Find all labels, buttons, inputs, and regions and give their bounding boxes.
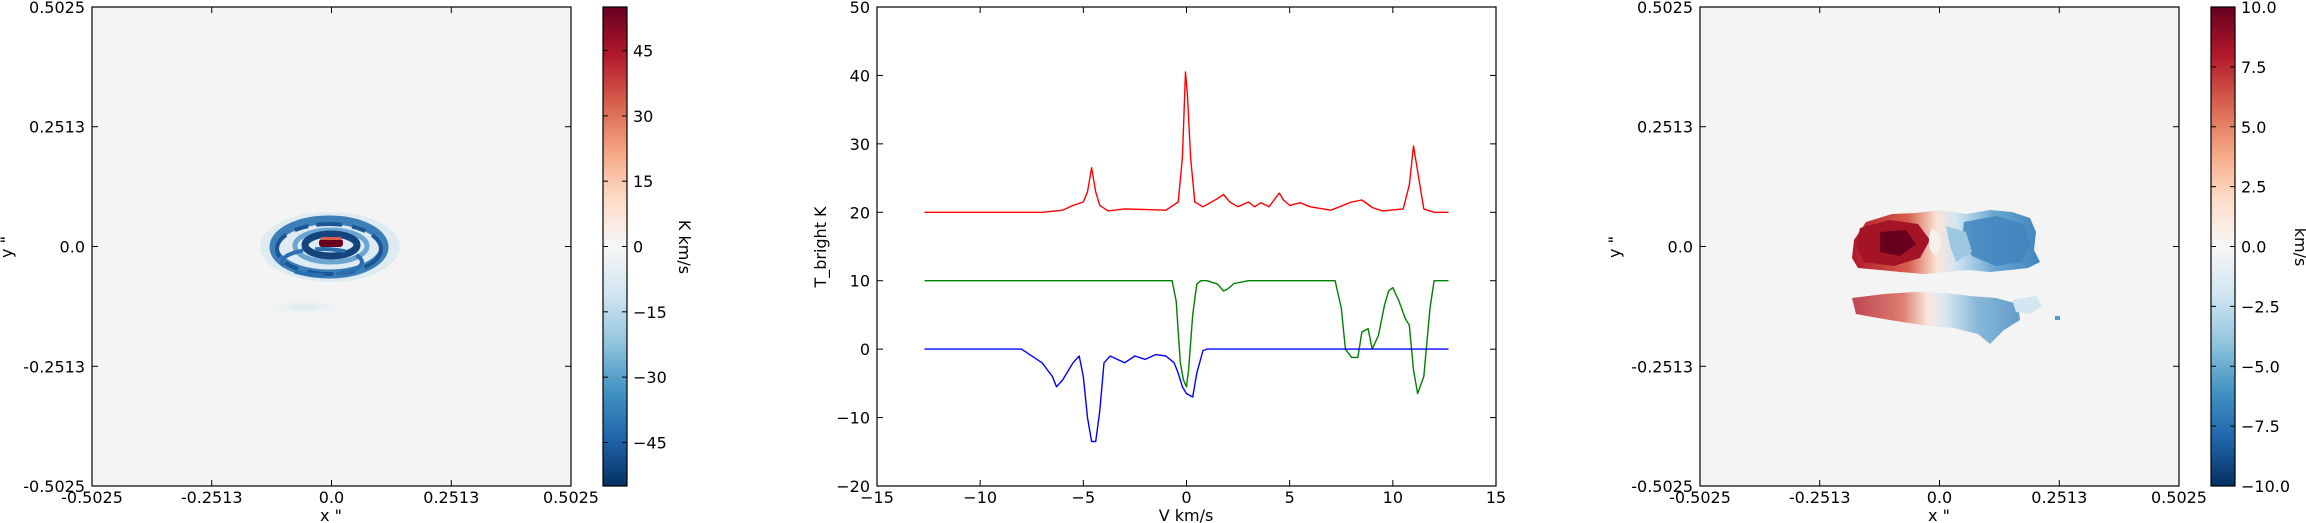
- intensity-map-panel: -0.5025 -0.2513 0.0 0.2513 0.5025 -0.5025-0.…: [0, 0, 694, 523]
- velocity-blueshift-lobe: [1962, 216, 2030, 266]
- intensity-colorbar-tick-label: −30: [633, 368, 667, 387]
- velocity-map-y-ticks: -0.5025 -0.2513 0.0 0.2513 0.5025: [1631, 0, 2179, 496]
- intensity-colorbar-tick-label: −45: [633, 433, 667, 452]
- velocity-colorbar-label: km/s: [2291, 228, 2306, 267]
- spectrum-series-line-1: [924, 280, 1449, 395]
- intensity-map-x-tick-label: 0.0: [319, 488, 344, 507]
- velocity-map-panel: -0.5025 -0.2513 0.0 0.2513 0.5025 -0.5025-0.…: [1605, 0, 2306, 523]
- velocity-map-x-tick-label: 0.0: [1927, 488, 1952, 507]
- spectrum-y-tick-label: 20: [850, 203, 870, 222]
- spectrum-y-tick-label: 0: [860, 340, 870, 359]
- spectrum-x-tick-label: −10: [963, 488, 997, 507]
- velocity-map-y-tick-label: 0.0: [1668, 238, 1693, 257]
- velocity-map-x-label: x ": [1928, 506, 1950, 523]
- velocity-map-y-tick-label: -0.2513: [1631, 357, 1693, 376]
- spectrum-y-ticks: −20 −10 0 10 20 30 40 50: [836, 0, 1496, 496]
- velocity-colorbar-tick-label: 2.5: [2241, 178, 2266, 197]
- intensity-colorbar-label: K km/s: [675, 220, 694, 274]
- intensity-colorbar-tick-label: −15: [633, 303, 667, 322]
- intensity-map-y-tick-label: 0.2513: [29, 118, 85, 137]
- spectrum-y-tick-label: 50: [850, 0, 870, 17]
- spectrum-y-tick-label: −10: [836, 409, 870, 428]
- intensity-map-x-tick-label: -0.5025: [61, 488, 123, 507]
- velocity-colorbar-tick-label: −5.0: [2241, 357, 2280, 376]
- spectrum-x-label: V km/s: [1159, 506, 1214, 523]
- spectrum-y-tick-label: 10: [850, 272, 870, 291]
- intensity-map-y-tick-label: 0.5025: [29, 0, 85, 17]
- velocity-white-swirl: [1928, 228, 1942, 256]
- spectrum-lines: [924, 71, 1449, 443]
- velocity-map-y-tick-label: 0.5025: [1637, 0, 1693, 17]
- spectrum-series-line-2: [924, 348, 1449, 443]
- intensity-map-y-tick-label: 0.0: [60, 238, 85, 257]
- intensity-map-x-tick-label: 0.2513: [423, 488, 479, 507]
- intensity-map-y-tick-label: -0.2513: [23, 357, 85, 376]
- spectrum-x-tick-label: −5: [1072, 488, 1096, 507]
- velocity-colorbar-tick-label: 7.5: [2241, 58, 2266, 77]
- intensity-map-y-label: y ": [0, 236, 16, 258]
- intensity-map-x-tick-label: -0.2513: [181, 488, 243, 507]
- spectrum-x-tick-label: −15: [860, 488, 894, 507]
- spectrum-x-ticks: −15 −10 −5 0 5 10 15: [860, 7, 1506, 507]
- intensity-colorbar-tick-label: 30: [633, 107, 653, 126]
- inner-ring: [301, 230, 361, 260]
- spectrum-series-line-0: [924, 71, 1449, 214]
- spectrum-y-tick-label: −20: [836, 477, 870, 496]
- velocity-blue-arc: [1946, 226, 1972, 262]
- intensity-map-y-ticks: -0.5025 -0.2513 0.0 0.2513 0.5025: [23, 0, 571, 496]
- velocity-speck: [2055, 316, 2060, 320]
- spectrum-y-label: T_bright K: [811, 206, 831, 289]
- velocity-colorbar-tick-label: 0.0: [2241, 238, 2266, 257]
- intensity-map-image: [260, 212, 400, 315]
- spectrum-x-tick-label: 0: [1181, 488, 1191, 507]
- velocity-map-x-tick-label: -0.2513: [1789, 488, 1851, 507]
- intensity-map-x-ticks: -0.5025 -0.2513 0.0 0.2513 0.5025: [61, 7, 599, 507]
- velocity-dark-core: [1880, 230, 1916, 256]
- velocity-map-x-ticks: -0.5025 -0.2513 0.0 0.2513 0.5025: [1669, 7, 2207, 507]
- intensity-colorbar-tick-label: 0: [633, 238, 643, 257]
- velocity-map-y-tick-label: -0.5025: [1631, 477, 1693, 496]
- intensity-map-y-tick-label: -0.5025: [23, 477, 85, 496]
- bright-core: [319, 239, 343, 247]
- intensity-colorbar-ticks: −45 −30 −15 0 15 30 45: [603, 42, 667, 452]
- velocity-colorbar-ticks: −10.0 −7.5 −5.0 −2.5 0.0 2.5 5.0 7.5 10.0: [2211, 0, 2290, 496]
- velocity-colorbar-tick-label: 10.0: [2241, 0, 2277, 17]
- velocity-colorbar-tick-label: −10.0: [2241, 477, 2290, 496]
- velocity-colorbar-tick-label: −2.5: [2241, 297, 2280, 316]
- velocity-map-x-tick-label: 0.5025: [2151, 488, 2207, 507]
- velocity-right-fringe: [2012, 296, 2042, 314]
- velocity-map-x-tick-label: 0.2513: [2031, 488, 2087, 507]
- intensity-colorbar-tick-label: 15: [633, 172, 653, 191]
- velocity-colorbar-tick-label: 5.0: [2241, 118, 2266, 137]
- intensity-map-x-tick-label: 0.5025: [543, 488, 599, 507]
- spectrum-y-tick-label: 40: [850, 66, 870, 85]
- spectrum-x-tick-label: 10: [1383, 488, 1403, 507]
- outer-ring-dark: [275, 222, 383, 276]
- velocity-map-y-tick-label: 0.2513: [1637, 118, 1693, 137]
- bright-core-edge: [321, 237, 341, 240]
- velocity-map-y-label: y ": [1605, 236, 1624, 258]
- velocity-lower-tail: [1852, 292, 2020, 344]
- spectrum-x-tick-label: 5: [1285, 488, 1295, 507]
- spectrum-y-tick-label: 30: [850, 135, 870, 154]
- intensity-colorbar-tick-label: 45: [633, 42, 653, 61]
- velocity-colorbar-tick-label: −7.5: [2241, 417, 2280, 436]
- velocity-map-image: [1852, 210, 2060, 344]
- lower-arc: [280, 247, 364, 277]
- velocity-map-x-tick-label: -0.5025: [1669, 488, 1731, 507]
- faint-patch: [263, 299, 347, 315]
- spectrum-x-tick-label: 15: [1486, 488, 1506, 507]
- mid-ring: [292, 227, 370, 265]
- intensity-map-x-label: x ": [320, 506, 342, 523]
